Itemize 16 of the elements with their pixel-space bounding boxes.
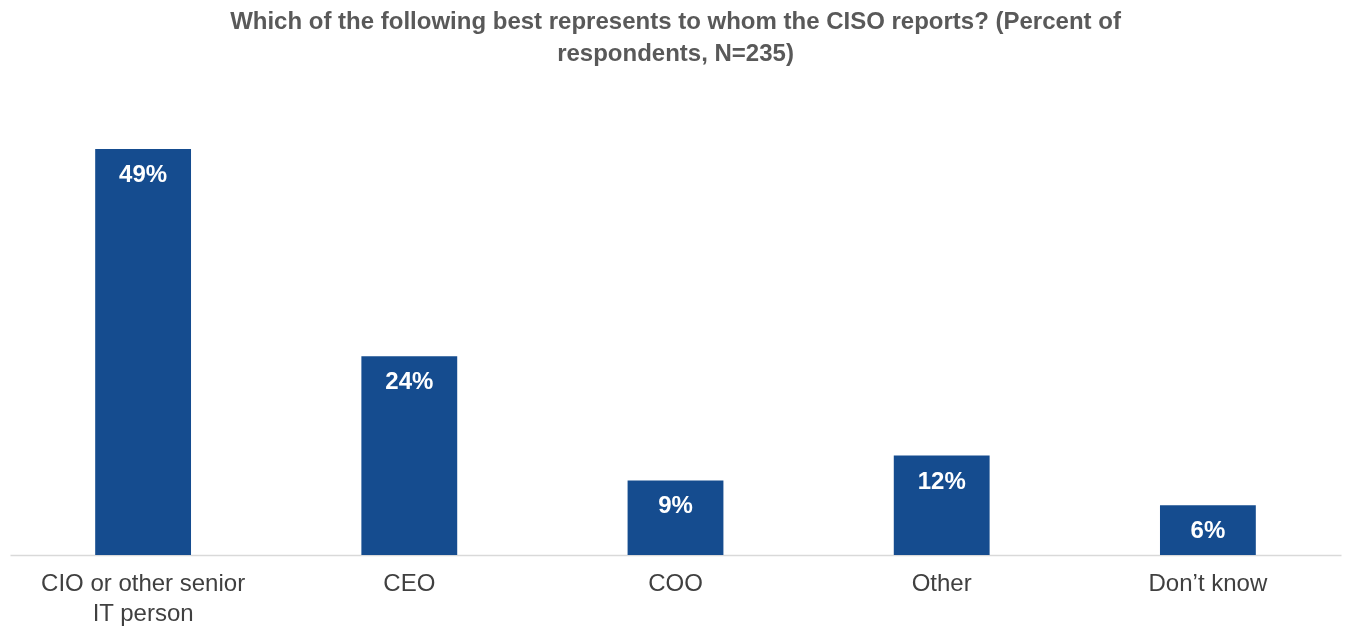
data-label: 6% xyxy=(1190,516,1226,544)
x-tick-label: CEO xyxy=(383,568,436,596)
bar xyxy=(627,480,724,555)
bar xyxy=(1159,505,1256,555)
data-label: 49% xyxy=(119,160,168,188)
x-tick-label: CIO or other senior IT person xyxy=(41,568,246,626)
x-tick-label: Don’t know xyxy=(1148,568,1268,596)
data-label: 12% xyxy=(917,466,966,494)
chart-title: Which of the following best represents to whom the CISO reports? (Percent of respondents, N=235) xyxy=(230,7,1122,66)
data-label: 24% xyxy=(385,367,434,395)
data-label: 9% xyxy=(658,491,693,519)
bar xyxy=(893,455,990,555)
bar xyxy=(95,149,192,555)
x-tick-label: COO xyxy=(648,568,703,596)
x-tick-label: Other xyxy=(911,568,972,596)
bar xyxy=(361,356,458,555)
